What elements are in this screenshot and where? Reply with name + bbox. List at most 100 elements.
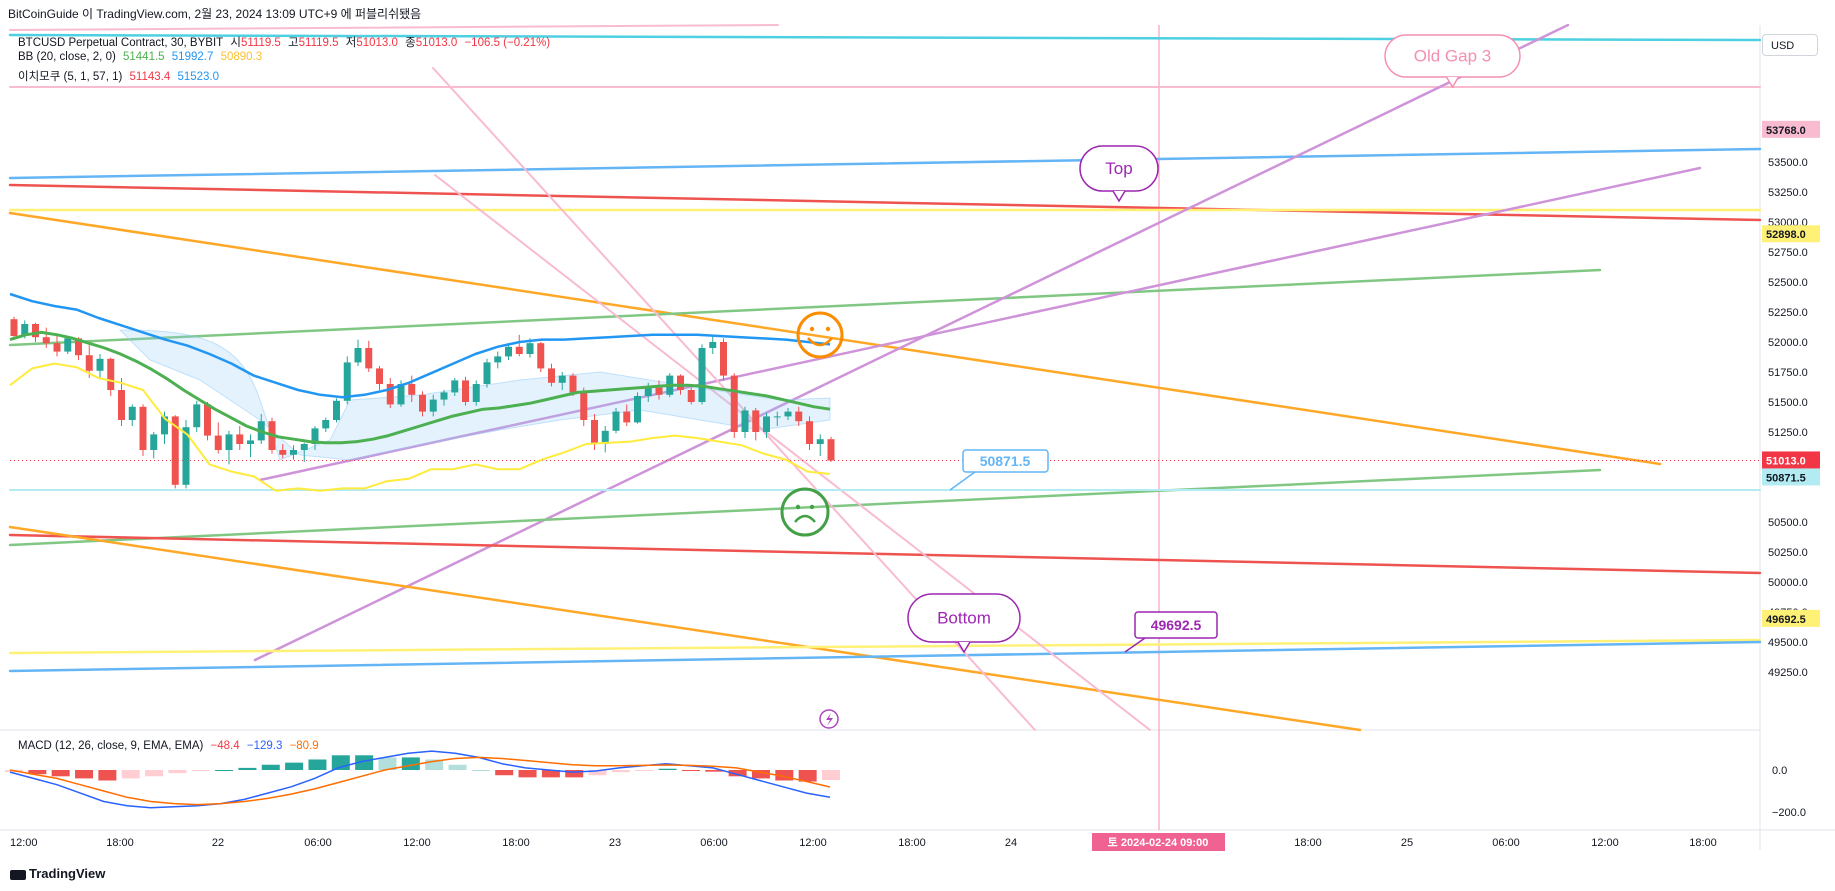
candle[interactable] <box>580 392 588 420</box>
candle[interactable] <box>300 444 308 450</box>
candle[interactable] <box>429 399 437 412</box>
macd-signal-line[interactable] <box>9 756 831 806</box>
candle[interactable] <box>601 430 609 444</box>
candle[interactable] <box>558 375 566 383</box>
bb-label[interactable]: BB (20, close, 2, 0) <box>18 51 116 63</box>
bb-basis-line[interactable] <box>9 330 831 445</box>
candle[interactable] <box>655 387 663 395</box>
candle[interactable] <box>698 348 706 402</box>
candle[interactable] <box>150 434 158 450</box>
candle[interactable] <box>107 358 115 390</box>
candle[interactable] <box>343 362 351 401</box>
candle[interactable] <box>290 450 297 455</box>
candle[interactable] <box>784 411 792 417</box>
green-trendline-upper[interactable] <box>8 268 1602 347</box>
candle[interactable] <box>505 346 512 357</box>
candle[interactable] <box>730 375 738 432</box>
candle[interactable] <box>827 439 835 461</box>
lightning-icon[interactable] <box>819 709 839 729</box>
candle[interactable] <box>806 421 813 444</box>
candle[interactable] <box>623 411 631 423</box>
candle[interactable] <box>526 343 534 354</box>
purple-channel-upper[interactable] <box>253 23 1570 662</box>
orange-trendline-upper[interactable] <box>8 211 1662 466</box>
macd-label[interactable]: MACD (12, 26, close, 9, EMA, EMA) <box>18 740 204 752</box>
candle[interactable] <box>236 434 244 444</box>
purple-channel-lower[interactable] <box>258 166 1702 482</box>
candle[interactable] <box>171 416 179 485</box>
candle[interactable] <box>386 384 394 405</box>
candle[interactable] <box>161 416 168 435</box>
blue-price-callout[interactable] <box>962 449 1049 473</box>
candle[interactable] <box>214 435 222 450</box>
pink-diagonal-2[interactable] <box>434 174 1151 731</box>
red-trendline-lower[interactable] <box>8 533 1762 575</box>
candle[interactable] <box>569 375 577 393</box>
candle[interactable] <box>42 337 50 344</box>
sad-icon[interactable] <box>780 487 830 537</box>
candle[interactable] <box>644 387 652 396</box>
candle[interactable] <box>225 434 233 450</box>
candle[interactable] <box>548 368 555 383</box>
candle[interactable] <box>311 428 319 444</box>
candle[interactable] <box>376 368 383 384</box>
candle[interactable] <box>634 396 641 423</box>
candle[interactable] <box>816 439 824 444</box>
candle[interactable] <box>128 406 136 420</box>
candle[interactable] <box>537 343 545 369</box>
candle[interactable] <box>483 362 491 384</box>
candle[interactable] <box>354 348 362 363</box>
candle[interactable] <box>53 343 61 352</box>
candle[interactable] <box>515 346 523 354</box>
blue-trendline-upper[interactable] <box>8 147 1762 180</box>
candle[interactable] <box>64 338 72 352</box>
red-trendline-upper[interactable] <box>8 183 1762 222</box>
smile-icon[interactable] <box>796 311 844 359</box>
bb-upper-line[interactable] <box>9 292 831 399</box>
candle[interactable] <box>408 384 416 395</box>
yellow-horizontal-lower[interactable] <box>8 638 1762 655</box>
candle[interactable] <box>32 324 39 338</box>
candle[interactable] <box>75 338 82 356</box>
candle[interactable] <box>741 410 749 432</box>
candle[interactable] <box>440 392 448 400</box>
candle[interactable] <box>333 400 340 420</box>
candle[interactable] <box>494 356 502 363</box>
candle[interactable] <box>591 420 598 444</box>
candle[interactable] <box>204 404 211 436</box>
candle[interactable] <box>720 342 727 376</box>
candle[interactable] <box>472 384 480 402</box>
candle[interactable] <box>419 394 426 412</box>
candle[interactable] <box>773 416 781 418</box>
currency-button[interactable]: USD <box>1762 34 1818 56</box>
candle[interactable] <box>322 420 330 429</box>
purple-price-callout[interactable] <box>1134 611 1218 639</box>
candle[interactable] <box>96 358 104 371</box>
candle[interactable] <box>193 404 201 428</box>
candle[interactable] <box>365 348 373 369</box>
candle[interactable] <box>462 380 469 402</box>
candle[interactable] <box>763 416 770 432</box>
candle[interactable] <box>709 342 717 348</box>
candle[interactable] <box>687 390 695 402</box>
candle[interactable] <box>397 384 405 405</box>
orange-trendline-lower[interactable] <box>8 525 1362 732</box>
candle[interactable] <box>612 411 620 431</box>
candle[interactable] <box>247 440 254 444</box>
candle[interactable] <box>182 427 190 485</box>
candle[interactable] <box>85 355 93 371</box>
candle[interactable] <box>139 406 147 450</box>
bb-lower-line[interactable] <box>9 362 831 492</box>
candle[interactable] <box>752 410 760 432</box>
candle[interactable] <box>10 319 18 336</box>
candle[interactable] <box>451 380 459 393</box>
symbol-label[interactable]: BTCUSD Perpetual Contract, 30, BYBIT <box>18 37 224 49</box>
green-trendline-lower[interactable] <box>8 468 1602 547</box>
blue-trendline-lower[interactable] <box>8 640 1762 673</box>
candle[interactable] <box>795 411 803 422</box>
candle[interactable] <box>677 375 684 390</box>
ichimoku-label[interactable]: 이치모쿠 (5, 1, 57, 1) <box>18 71 123 83</box>
pink-trendline-top[interactable] <box>9 24 779 31</box>
candle[interactable] <box>21 324 29 336</box>
